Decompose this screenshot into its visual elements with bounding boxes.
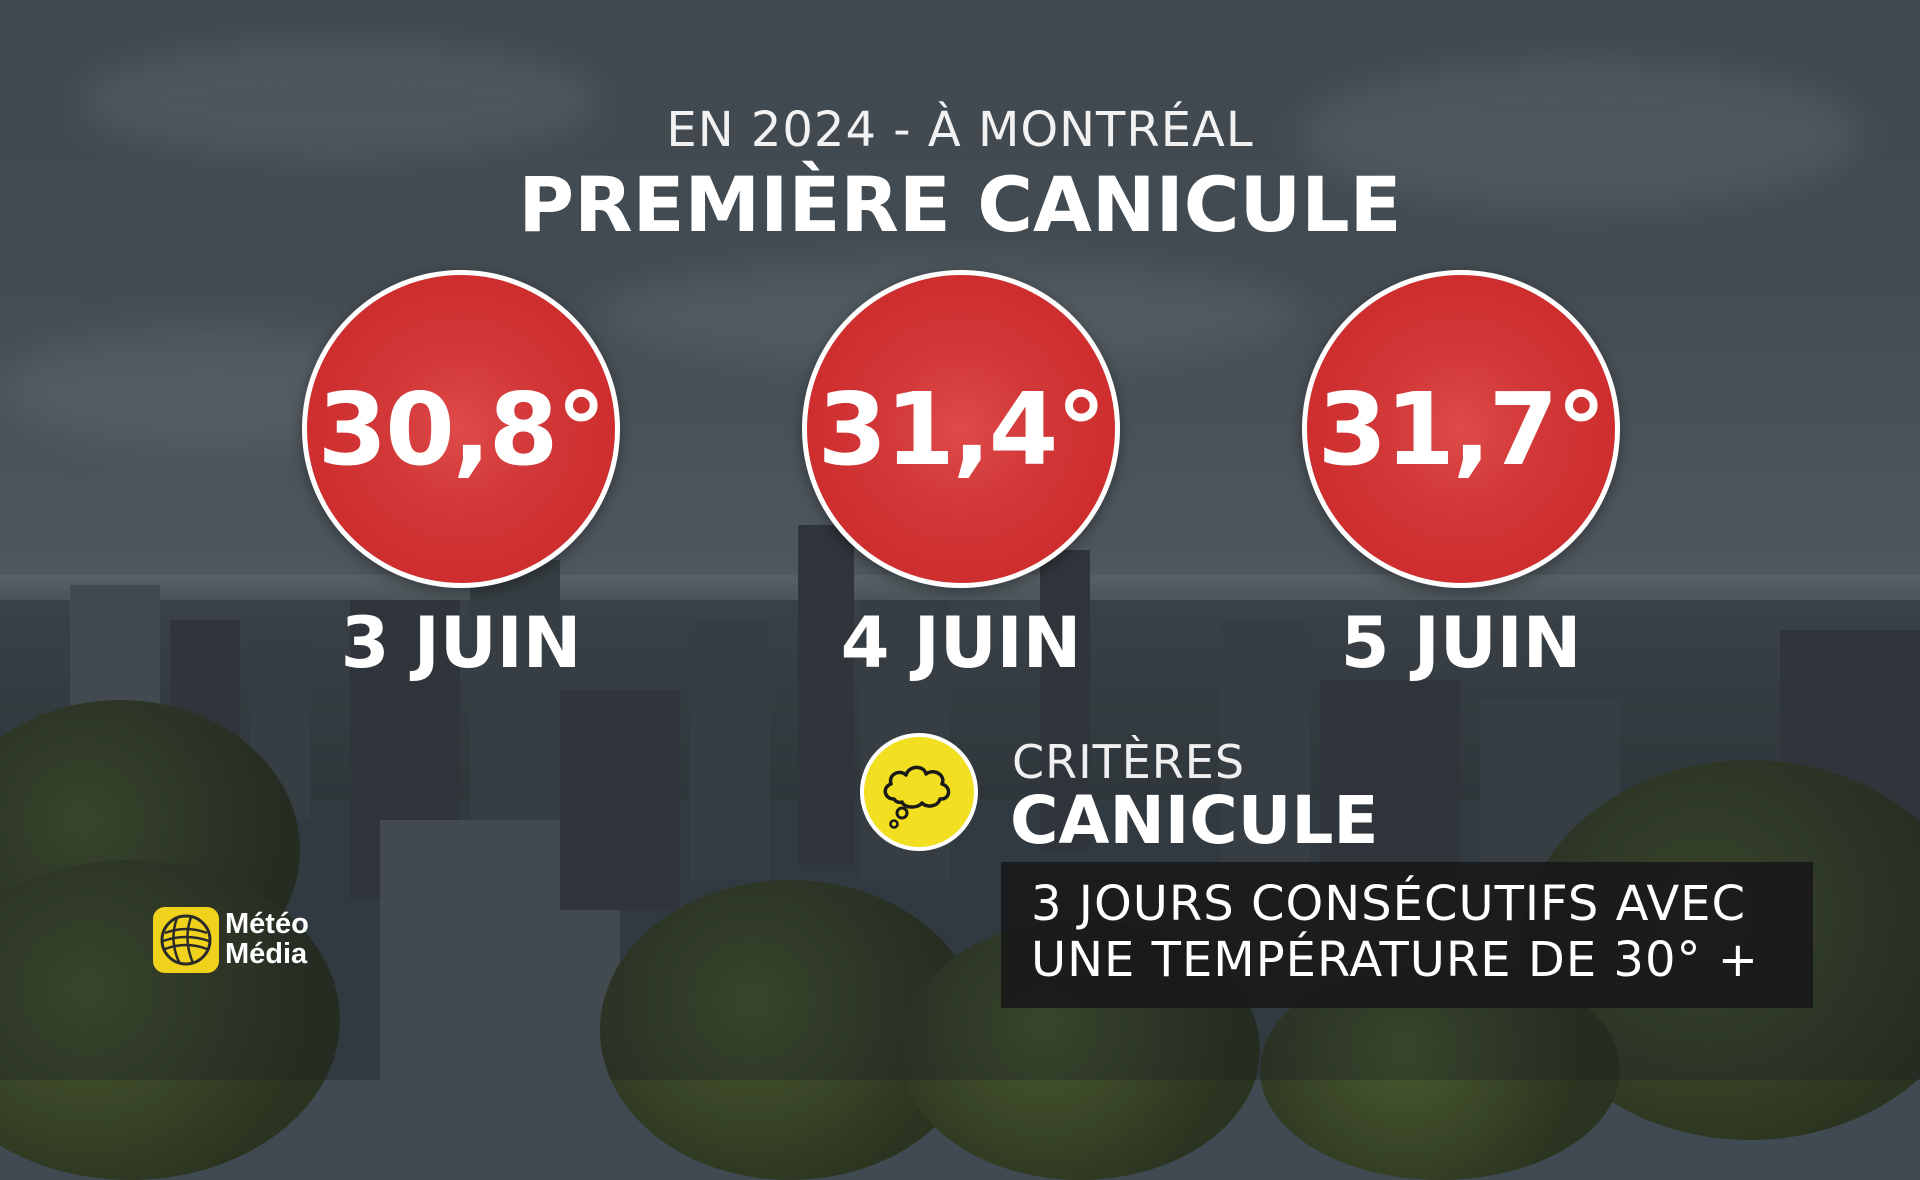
day-card-1: 30,8° 3 JUIN (296, 270, 626, 684)
temperature-value: 30,8° (317, 370, 607, 488)
day-card-3: 31,7° 5 JUIN (1296, 270, 1626, 684)
thought-cloud-icon (860, 733, 978, 851)
criteria-line-2: UNE TEMPÉRATURE DE 30° + (1031, 932, 1759, 988)
date-label: 3 JUIN (340, 602, 582, 684)
globe-logo-icon (153, 907, 219, 973)
logo-line-1: Météo (225, 908, 309, 940)
building (690, 620, 770, 880)
date-label: 5 JUIN (1340, 602, 1582, 684)
logo-line-2: Média (225, 938, 308, 970)
page-title: PREMIÈRE CANICULE (518, 160, 1402, 249)
criteria-box: 3 JOURS CONSÉCUTIFS AVEC UNE TEMPÉRATURE… (1001, 862, 1813, 1008)
criteria-label: CRITÈRES (1012, 735, 1246, 789)
date-label: 4 JUIN (840, 602, 1082, 684)
temperature-circle: 30,8° (302, 270, 620, 588)
building (560, 690, 680, 910)
temperature-value: 31,7° (1317, 370, 1607, 488)
temperature-circle: 31,4° (802, 270, 1120, 588)
building (798, 525, 854, 865)
meteomedia-logo: Météo Média (153, 905, 333, 975)
cloud (1300, 60, 1860, 210)
cloud (80, 40, 600, 160)
logo-text: Météo Média (225, 909, 309, 969)
temperature-value: 31,4° (817, 370, 1107, 488)
criteria-title: CANICULE (1010, 782, 1379, 859)
criteria-line-1: 3 JOURS CONSÉCUTIFS AVEC (1031, 876, 1747, 932)
subtitle: EN 2024 - À MONTRÉAL (666, 102, 1254, 158)
temperature-circle: 31,7° (1302, 270, 1620, 588)
building (1220, 620, 1310, 880)
day-card-2: 31,4° 4 JUIN (796, 270, 1126, 684)
building (1040, 550, 1090, 850)
